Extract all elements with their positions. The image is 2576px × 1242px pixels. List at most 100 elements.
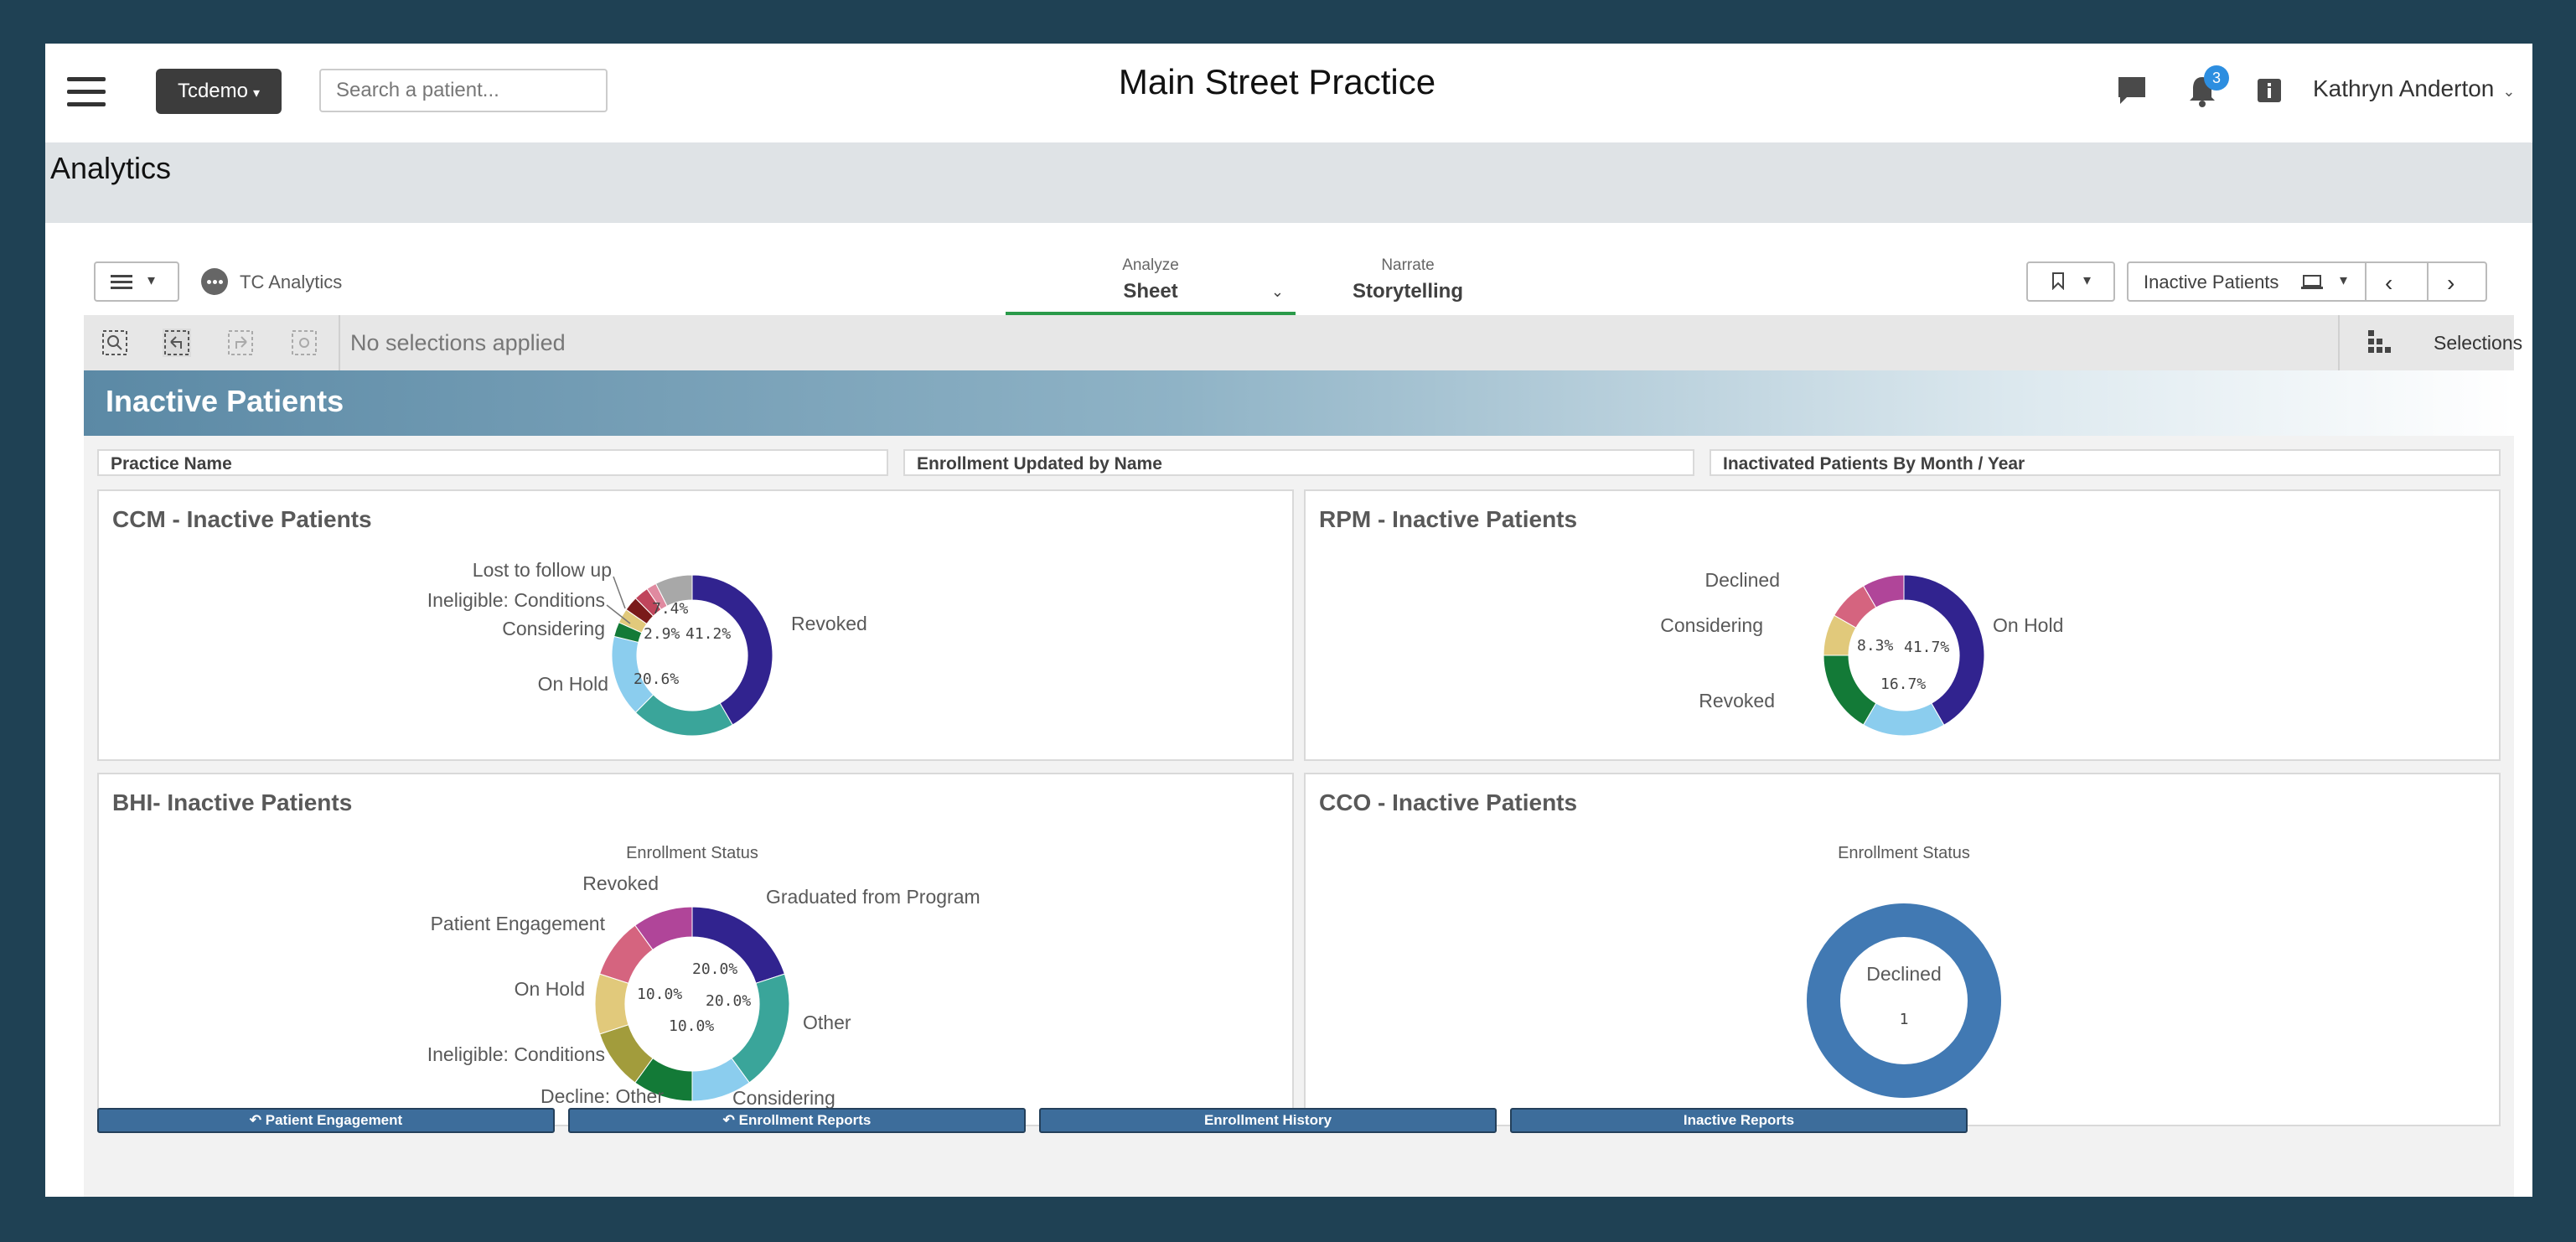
donut-slice[interactable] <box>634 694 733 737</box>
data-label: 7.4% <box>652 600 689 618</box>
hamburger-menu-icon[interactable] <box>67 77 106 107</box>
donut-slice[interactable] <box>1862 574 1905 608</box>
cco-donut-chart: Enrollment Status Declined 1 <box>1807 844 2001 1098</box>
filter-practice-name[interactable]: Practice Name <box>97 449 888 476</box>
tab-narrate-storytelling[interactable]: Narrate Storytelling <box>1324 256 1492 303</box>
bookmarks-button[interactable]: ▾ <box>2026 261 2115 302</box>
slice-label: Considering <box>732 1087 835 1109</box>
donut-slice[interactable] <box>1862 702 1945 737</box>
donut-slices <box>1823 574 1985 737</box>
filter-enrollment-updated-by[interactable]: Enrollment Updated by Name <box>903 449 1694 476</box>
chevron-down-icon: ⌄ <box>2502 83 2516 100</box>
step-back-icon[interactable] <box>163 329 191 357</box>
donut-slice[interactable] <box>691 574 773 726</box>
bookmark-icon <box>2052 272 2064 290</box>
screen-icon <box>2301 275 2323 289</box>
donut-slices <box>594 906 790 1102</box>
inactive-reports-button[interactable]: Inactive Reports <box>1510 1108 1968 1133</box>
app-name: TC Analytics <box>240 272 343 292</box>
sheet-navigator: Inactive Patients ▾ ‹ › <box>2127 261 2487 302</box>
clear-selections-icon[interactable] <box>290 329 318 357</box>
selections-button[interactable]: Selections <box>2338 315 2522 370</box>
data-label: 2.9% <box>644 625 680 643</box>
global-menu-button[interactable]: ▾ <box>94 261 179 302</box>
data-label: 16.7% <box>1880 675 1926 693</box>
chevron-down-icon[interactable]: ⌄ <box>1270 283 1284 300</box>
info-icon[interactable] <box>2256 77 2283 104</box>
selections-bar: No selections applied Selections <box>84 315 2522 370</box>
patient-search-input[interactable] <box>319 69 608 112</box>
ccm-donut-chart: 41.2% 20.6% 2.9% 7.4% Revoked On Hold Co… <box>427 559 867 737</box>
sheet-canvas: Inactive Patients Practice Name Enrollme… <box>84 370 2514 1197</box>
cco-chart-panel[interactable]: CCO - Inactive Patients Enrollment Statu… <box>1304 773 2501 1126</box>
data-label: 20.6% <box>634 670 679 688</box>
step-forward-icon[interactable] <box>226 329 255 357</box>
enrollment-history-button[interactable]: Enrollment History <box>1039 1108 1497 1133</box>
chevron-down-icon: ▾ <box>2083 272 2092 288</box>
selections-grid-icon <box>2368 330 2391 353</box>
selections-label: Selections <box>2434 332 2523 354</box>
notification-badge: 3 <box>2204 65 2229 91</box>
next-sheet-button[interactable]: › <box>2447 270 2455 296</box>
enrollment-reports-button[interactable]: ↶ Enrollment Reports <box>568 1108 1026 1133</box>
slice-label: Lost to follow up <box>473 559 612 581</box>
data-label: 41.2% <box>685 625 731 643</box>
chat-icon[interactable] <box>2115 74 2149 107</box>
selections-status-text: No selections applied <box>350 330 566 355</box>
slice-label: Revoked <box>1699 690 1775 712</box>
chart-title: BHI- Inactive Patients <box>112 789 353 815</box>
slice-label: Graduated from Program <box>766 886 980 908</box>
bhi-chart-panel[interactable]: BHI- Inactive Patients Enrollment Status… <box>97 773 1294 1126</box>
page-header-band: Analytics <box>45 142 2532 223</box>
button-label: Patient Engagement <box>265 1112 403 1128</box>
tab-big-label: Sheet <box>1123 280 1178 303</box>
chart-title: CCO - Inactive Patients <box>1319 789 1578 815</box>
donut-slice[interactable] <box>594 973 629 1035</box>
previous-sheet-button[interactable]: ‹ <box>2385 270 2393 296</box>
slice-label: On Hold <box>1993 614 2063 636</box>
filter-inactivated-by-month[interactable]: Inactivated Patients By Month / Year <box>1710 449 2501 476</box>
patient-engagement-button[interactable]: ↶ Patient Engagement <box>97 1108 555 1133</box>
slice-label: Revoked <box>791 613 867 634</box>
donut-slices <box>611 574 773 737</box>
smart-search-icon[interactable] <box>101 329 129 357</box>
chart-title: RPM - Inactive Patients <box>1319 506 1578 532</box>
org-button-label: Tcdemo <box>177 80 248 102</box>
donut-slice[interactable] <box>1807 903 2001 1098</box>
donut-slice[interactable] <box>1823 655 1877 726</box>
donut-slice[interactable] <box>1903 574 1985 726</box>
filter-label: Practice Name <box>111 454 232 474</box>
bhi-donut-chart: Enrollment Status 20.0% 20.0% 10.0% 10.0… <box>427 844 980 1109</box>
current-sheet-name[interactable]: Inactive Patients <box>2144 272 2279 292</box>
slice-label: On Hold <box>515 978 585 1000</box>
chart-subtitle: Enrollment Status <box>626 844 758 862</box>
filter-label: Enrollment Updated by Name <box>917 454 1162 474</box>
donut-slice[interactable] <box>654 574 693 607</box>
button-label: Enrollment Reports <box>738 1112 872 1128</box>
tab-analyze-sheet[interactable]: Analyze Sheet ⌄ <box>1006 256 1296 315</box>
chart-subtitle: Enrollment Status <box>1838 844 1970 862</box>
chevron-down-icon[interactable]: ▾ <box>2340 272 2348 288</box>
ccm-chart-panel[interactable]: CCM - Inactive Patients 41.2% 20.6% 2.9%… <box>97 489 1294 761</box>
app-frame: Tcdemo ▾ Main Street Practice 3 Kathryn A… <box>45 44 2532 1197</box>
data-label: 41.7% <box>1904 639 1949 656</box>
org-dropdown-button[interactable]: Tcdemo ▾ <box>156 69 282 114</box>
user-menu[interactable]: Kathryn Anderton ⌄ <box>2313 75 2515 102</box>
donut-slice[interactable] <box>731 973 790 1084</box>
slice-label: Ineligible: Conditions <box>427 1043 605 1065</box>
top-bar: Tcdemo ▾ Main Street Practice 3 Kathryn A… <box>45 44 2532 142</box>
tab-big-label: Storytelling <box>1352 280 1463 303</box>
divider <box>2365 263 2367 300</box>
center-label: Declined <box>1866 963 1942 985</box>
button-label: Enrollment History <box>1203 1112 1332 1128</box>
filter-label: Inactivated Patients By Month / Year <box>1723 454 2025 474</box>
app-icon <box>201 268 228 295</box>
data-label: 10.0% <box>669 1017 714 1035</box>
slice-label: Decline: Other <box>541 1085 664 1107</box>
user-name: Kathryn Anderton <box>2313 75 2495 101</box>
tab-small-label: Analyze <box>1122 256 1179 274</box>
rpm-chart-panel[interactable]: RPM - Inactive Patients 41.7% 16.7% 8.3%… <box>1304 489 2501 761</box>
slice-label: Considering <box>502 618 605 639</box>
donut-slices <box>1807 903 2001 1098</box>
donut-slice[interactable] <box>634 906 693 950</box>
